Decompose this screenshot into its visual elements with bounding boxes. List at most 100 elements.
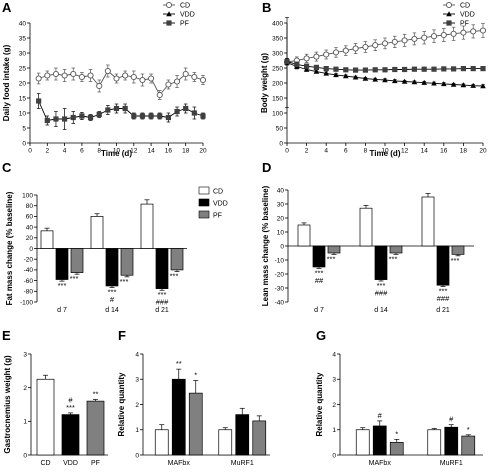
- y-tick-label: 0: [279, 140, 283, 147]
- bar-pf-mafbx: [188, 392, 203, 456]
- marker-pf: [183, 105, 189, 112]
- significance-marker: *: [194, 371, 197, 380]
- marker-pf: [44, 117, 50, 124]
- marker-cd: [479, 27, 487, 34]
- bar-vdd-d-21: [436, 245, 450, 286]
- x-tick-label: 8: [364, 148, 368, 155]
- marker-pf: [191, 110, 197, 116]
- legend-label-cd: CD: [460, 3, 470, 10]
- marker-vdd: [450, 81, 457, 87]
- marker-cd: [401, 37, 408, 44]
- marker-cd: [165, 81, 172, 88]
- category-label: MuRF1: [440, 460, 463, 467]
- marker-pf: [174, 108, 180, 115]
- legend-label-pf: PF: [180, 21, 189, 28]
- y-tick-label: 2: [135, 402, 139, 409]
- marker-cd: [122, 72, 129, 79]
- significance-marker: **: [176, 359, 182, 368]
- y-tick-label: 40: [19, 20, 27, 27]
- marker-pf: [53, 116, 59, 122]
- marker-cd: [342, 47, 349, 54]
- y-tick-label: 3: [23, 351, 27, 358]
- marker-pf: [36, 98, 42, 104]
- bar-vdd-d-14: [374, 245, 388, 280]
- y-axis-label: Fat mass change (% baseline): [5, 191, 14, 305]
- y-axis-label: Daily food intake (g): [2, 44, 11, 121]
- marker-pf: [139, 113, 146, 119]
- significance-marker: ###: [156, 298, 169, 307]
- legend-label-vdd: VDD: [180, 12, 195, 19]
- marker-cd: [470, 28, 477, 35]
- panel-letter: D: [262, 160, 271, 175]
- marker-pf: [333, 66, 339, 72]
- panel-letter: E: [2, 328, 11, 343]
- category-label: MAFbx: [168, 460, 191, 467]
- x-tick-label: 4: [324, 148, 328, 155]
- marker-vdd: [460, 82, 467, 88]
- x-tick-label: 12: [401, 148, 409, 155]
- bar-pf-d-7: [70, 248, 84, 273]
- bar-pf-d-7: [327, 245, 341, 254]
- x-tick-label: 6: [344, 148, 348, 155]
- marker-cd: [113, 75, 120, 82]
- y-tick-label: 1: [23, 419, 27, 426]
- marker-cd: [182, 70, 189, 78]
- x-axis-label: Time (d): [101, 149, 132, 158]
- marker-cd: [35, 75, 42, 82]
- x-axis-label: Time (d): [370, 149, 401, 158]
- marker-vdd: [401, 78, 408, 84]
- marker-pf: [131, 113, 137, 119]
- marker-pf: [166, 20, 172, 26]
- y-tick-label: -30: [275, 285, 285, 292]
- legend-label-vdd: VDD: [460, 12, 475, 19]
- bar-pf-mafbx: [389, 442, 404, 456]
- y-tick-label: 4: [135, 351, 139, 358]
- legend-label-pf: PF: [460, 21, 469, 28]
- marker-pf: [431, 66, 437, 72]
- marker-vdd: [470, 82, 476, 88]
- bar-pf-d-21: [170, 248, 184, 271]
- marker-pf: [343, 67, 349, 73]
- bar-vdd-murf1: [235, 414, 250, 456]
- marker-cd: [411, 35, 418, 42]
- y-tick-label: 100: [272, 110, 283, 117]
- marker-cd: [70, 70, 77, 78]
- marker-cd: [381, 40, 389, 47]
- bar-vdd-d-14: [105, 248, 119, 287]
- bar-vdd-d-7: [312, 245, 326, 268]
- y-tick-label: 400: [272, 20, 283, 27]
- marker-vdd: [323, 70, 329, 76]
- marker-pf: [157, 113, 163, 119]
- x-tick-label: 16: [165, 148, 173, 155]
- significance-marker: ***: [170, 272, 179, 281]
- x-tick-label: 14: [147, 148, 155, 155]
- x-tick-label: 10: [113, 148, 121, 155]
- x-tick-label: 4: [63, 148, 67, 155]
- marker-pf: [372, 67, 378, 73]
- panel-letter: B: [262, 0, 271, 15]
- marker-pf: [284, 58, 290, 64]
- significance-marker: #: [449, 415, 454, 424]
- marker-pf: [165, 114, 171, 121]
- marker-pf: [294, 61, 300, 67]
- marker-pf: [122, 105, 128, 112]
- marker-vdd: [480, 83, 486, 89]
- panel-d: D -40 -30 -20 -10 0 10 20 30 40 Lean mass change (…: [261, 160, 474, 314]
- marker-cd: [445, 1, 453, 9]
- marker-pf: [62, 116, 68, 122]
- legend-swatch-pf: [198, 210, 210, 219]
- y-tick-label: 1: [135, 427, 139, 434]
- significance-marker: ***: [70, 274, 79, 283]
- marker-cd: [78, 73, 85, 81]
- bar-vdd-mafbx: [372, 425, 387, 456]
- y-tick-label: 100: [22, 192, 33, 199]
- category-label: MAFbx: [369, 460, 392, 467]
- marker-cd: [440, 31, 447, 39]
- marker-vdd: [441, 81, 447, 87]
- y-tick-label: 150: [272, 95, 283, 102]
- x-tick-label: 14: [421, 148, 429, 155]
- series-vdd: [284, 17, 486, 108]
- panel-letter: C: [2, 160, 12, 175]
- bar-vdd: [61, 414, 80, 456]
